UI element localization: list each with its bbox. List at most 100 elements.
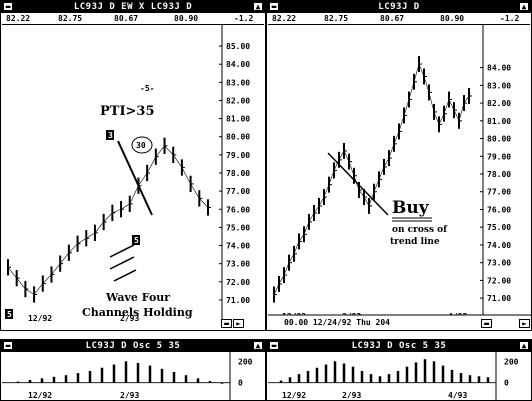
left-price-ytick: 77.00 — [226, 187, 250, 196]
right-window-title: LC93J D — [378, 2, 420, 12]
right-scroll-button[interactable]: ▬ — [481, 319, 492, 328]
buy-sub-2: trend line — [390, 237, 440, 247]
right-price-ytick: 79.00 — [487, 152, 511, 161]
right-price-ytick: 73.00 — [487, 259, 511, 268]
left-price-ytick: 71.00 — [226, 296, 250, 305]
left-osc-ytick: 0 — [238, 379, 243, 388]
right-price-ytick: 71.00 — [487, 294, 511, 303]
left-osc-xtick: 2/93 — [120, 391, 139, 400]
right-price-ytick: 74.00 — [487, 241, 511, 250]
left-price-ytick: 79.00 — [226, 151, 250, 160]
right-osc-title: LC93J D Osc 5 35 — [351, 341, 447, 351]
buy-sub-1: on cross of — [392, 225, 448, 235]
left-price-xtick: 2/93 — [120, 314, 139, 323]
right-osc-maximize-button[interactable]: ▲ — [519, 341, 529, 350]
left-price-ytick: 73.00 — [226, 260, 250, 269]
right-hv-1: 82.75 — [324, 14, 349, 23]
wave-four-channel-lines — [109, 244, 137, 282]
left-title-bar[interactable]: LC93J D EW X LC93J D — [1, 1, 265, 13]
wave-four-text-2: Channels Holding — [82, 306, 193, 319]
left-scroll-button[interactable]: ▬ — [221, 319, 232, 328]
left-price-ytick: 81.00 — [226, 115, 250, 124]
right-price-ytick: 75.00 — [487, 223, 511, 232]
left-osc-xtick: 12/92 — [28, 391, 52, 400]
left-price-ytick: 78.00 — [226, 169, 250, 178]
left-price-ytick: 75.00 — [226, 223, 250, 232]
right-price-ytick: 72.00 — [487, 276, 511, 285]
left-price-ytick: 80.00 — [226, 133, 250, 142]
left-price-xtick: 12/92 — [28, 314, 52, 323]
left-osc-system-button[interactable]: ▬ — [3, 341, 13, 350]
right-price-ytick: 81.00 — [487, 117, 511, 126]
left-osc-window[interactable]: LC93J D Osc 5 35 ▬ ▲ 200 0 12/92 2/93 — [0, 339, 266, 401]
right-price-ytick: 76.00 — [487, 205, 511, 214]
right-price-window[interactable]: LC93J D ▬ ▲ 82.22 82.75 80.67 80.90 -1.2… — [266, 0, 532, 331]
right-osc-chart: 200 0 12/92 2/93 4/93 — [268, 352, 519, 400]
right-price-chart: 84.00 83.00 82.00 81.00 80.00 79.00 78.00 77.00… — [268, 25, 531, 330]
left-price-ytick: 82.00 — [226, 96, 250, 105]
right-osc-xtick: 12/92 — [282, 391, 306, 400]
left-osc-title: LC93J D Osc 5 35 — [85, 341, 181, 351]
left-price-ytick: 85.00 — [226, 42, 250, 51]
right-header-values: 82.22 82.75 80.67 80.90 -1.2 — [268, 13, 530, 25]
left-hv-1: 82.75 — [58, 14, 83, 23]
left-price-ytick: 74.00 — [226, 242, 250, 251]
left-maximize-button[interactable]: ▲ — [253, 2, 263, 11]
left-hv-4: -1.2 — [234, 14, 254, 23]
left-hv-3: 80.90 — [174, 14, 199, 23]
right-maximize-button[interactable]: ▲ — [519, 2, 529, 11]
left-price-chart: 85.00 84.00 83.00 82.00 81.00 80.00 79.00 78.00… — [5, 25, 250, 325]
left-price-price-line — [7, 145, 209, 295]
wave-3-marker — [106, 130, 114, 140]
left-price-ytick: 76.00 — [226, 205, 250, 214]
wave-5-marker — [132, 235, 140, 245]
left-hv-0: 82.22 — [6, 14, 31, 23]
left-price-ytick: 72.00 — [226, 278, 250, 287]
wave-count-label: -5- — [140, 84, 154, 93]
right-hv-0: 82.22 — [272, 14, 297, 23]
pti-annotation: PTI>35 — [100, 104, 155, 119]
right-osc-ytick: 0 — [504, 379, 509, 388]
right-price-ytick: 84.00 — [487, 64, 511, 73]
left-hv-2: 80.67 — [114, 14, 139, 23]
right-hv-4: -1.2 — [500, 14, 520, 23]
right-osc-ytick: 200 — [504, 357, 519, 366]
left-scroll-right[interactable]: ► — [233, 319, 244, 328]
left-osc-ytick: 200 — [238, 357, 253, 366]
right-price-ytick: 80.00 — [487, 135, 511, 144]
right-title-bar[interactable]: LC93J D — [267, 1, 531, 13]
right-price-ytick: 82.00 — [487, 99, 511, 108]
circled-value — [131, 136, 153, 154]
wave-5-label: 5 — [134, 236, 139, 245]
right-system-menu-button[interactable]: ▬ — [269, 2, 279, 11]
left-window-title: LC93J D EW X LC93J D — [73, 2, 193, 12]
right-trendline — [327, 152, 389, 216]
left-trendline — [117, 140, 153, 216]
left-price-ytick: 84.00 — [226, 60, 250, 69]
circled-value-text: 30 — [136, 141, 146, 150]
right-footer-status: 00.00 12/24/92 Thu 204 — [284, 318, 390, 327]
left-osc-maximize-button[interactable]: ▲ — [253, 341, 263, 350]
right-osc-title-bar[interactable]: LC93J D Osc 5 35 — [267, 340, 531, 352]
left-price-window[interactable]: LC93J D EW X LC93J D ▬ ▲ 82.22 82.75 80.… — [0, 0, 266, 331]
right-price-ytick: 78.00 — [487, 170, 511, 179]
left-osc-chart: 200 0 12/92 2/93 — [2, 352, 253, 400]
low-5-label: 5 — [7, 310, 12, 319]
left-system-menu-button[interactable]: ▬ — [3, 2, 13, 11]
right-hv-3: 80.90 — [440, 14, 465, 23]
right-hv-2: 80.67 — [380, 14, 405, 23]
left-header-values: 82.22 82.75 80.67 80.90 -1.2 — [2, 13, 264, 25]
buy-annotation: Buy — [392, 198, 430, 218]
right-price-price-line — [273, 63, 470, 295]
right-scroll-right[interactable]: ► — [519, 319, 530, 328]
right-osc-window[interactable]: LC93J D Osc 5 35 ▬ ▲ 200 0 12/92 2/93 4/93 — [266, 339, 532, 401]
right-osc-system-button[interactable]: ▬ — [269, 341, 279, 350]
right-price-ytick: 83.00 — [487, 81, 511, 90]
right-price-ytick: 77.00 — [487, 188, 511, 197]
left-osc-title-bar[interactable]: LC93J D Osc 5 35 — [1, 340, 265, 352]
right-osc-xtick: 2/93 — [342, 391, 361, 400]
wave-four-text-1: Wave Four — [105, 291, 170, 304]
wave-3-label: 3 — [108, 131, 113, 140]
left-price-ytick: 83.00 — [226, 78, 250, 87]
low-5-marker — [5, 309, 13, 319]
